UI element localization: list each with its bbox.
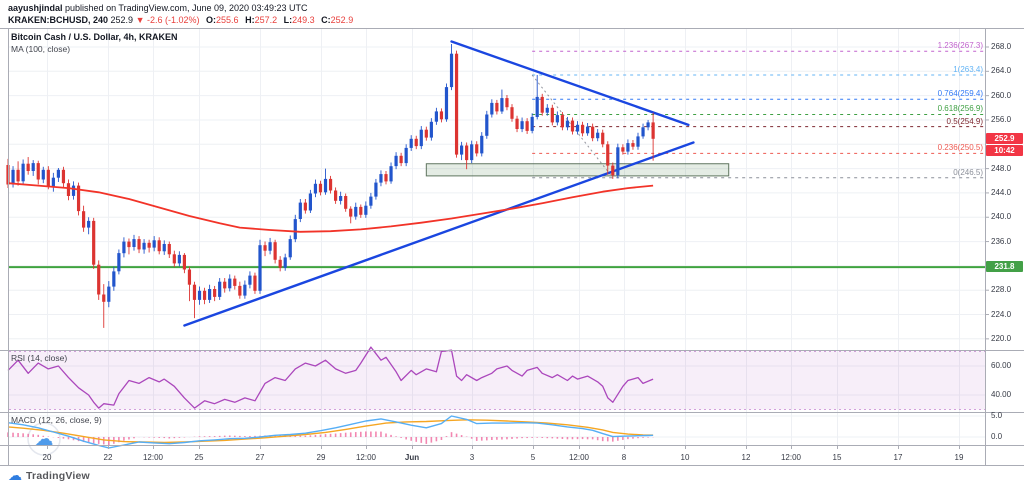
tradingview-wordmark: TradingView: [26, 470, 90, 482]
tradingview-attribution[interactable]: ☁ TradingView: [8, 469, 90, 483]
tradingview-logo-icon: ☁: [8, 468, 22, 484]
tradingview-watermark-icon: ☁: [35, 428, 54, 450]
